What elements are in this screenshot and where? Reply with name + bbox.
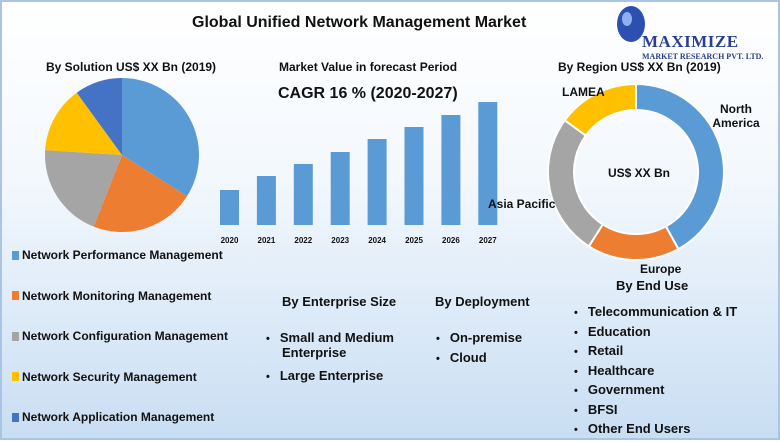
list-item: Small and Medium Enterprise — [266, 330, 416, 368]
logo-name: MAXIMIZE — [642, 32, 739, 51]
x-tick-label: 2023 — [331, 236, 349, 245]
list-item: Healthcare — [574, 363, 737, 383]
x-tick-label: 2020 — [221, 236, 239, 245]
legend-item: Network Monitoring Management — [12, 289, 211, 303]
pie-slice-network-performance-management — [122, 78, 199, 197]
logo: MAXIMIZE MARKET RESEARCH PVT. LTD. — [642, 32, 763, 61]
legend-swatch — [12, 291, 19, 300]
bar-2022 — [293, 164, 313, 225]
pie-slice-network-configuration-management — [45, 150, 123, 227]
x-tick-label: 2022 — [294, 236, 312, 245]
bar-title: Market Value in forecast Period — [279, 60, 458, 74]
solution-title: By Solution US$ XX Bn (2019) — [46, 60, 217, 74]
deployment-list: On-premise Cloud — [436, 330, 522, 369]
legend-label: Network Performance Management — [22, 248, 223, 262]
region-label-europe: Europe — [640, 262, 682, 276]
legend-label: Network Application Management — [22, 410, 215, 424]
list-item: Government — [574, 382, 737, 402]
region-label-asia-pacific: Asia Pacific — [488, 197, 556, 211]
x-tick-label: 2027 — [479, 236, 497, 245]
legend-label: Network Configuration Management — [22, 329, 229, 343]
end-use-title: By End Use — [616, 278, 689, 293]
region-label-north-america: North America — [712, 102, 760, 130]
pie-slice-network-application-management — [76, 78, 122, 155]
donut-center-label: US$ XX Bn — [608, 166, 671, 180]
donut-segment-asia-pacific — [547, 118, 605, 248]
deployment-title: By Deployment — [435, 294, 530, 309]
legend-swatch — [12, 372, 19, 381]
cagr-label: CAGR 16 % (2020-2027) — [278, 85, 458, 102]
region-title: By Region US$ XX Bn (2019) — [558, 60, 721, 74]
legend-item: Network Security Management — [12, 370, 197, 384]
end-use-list: Telecommunication & ITEducationRetailHea… — [574, 304, 737, 441]
bar-2026 — [441, 115, 461, 225]
legend-label: Network Monitoring Management — [22, 288, 212, 303]
x-tick-label: 2021 — [258, 236, 276, 245]
bar-2023 — [330, 152, 350, 225]
list-item: BFSI — [574, 402, 737, 422]
list-item: Cloud — [436, 350, 522, 370]
list-item: On-premise — [436, 330, 522, 350]
legend-swatch — [12, 412, 19, 422]
enterprise-list: Small and Medium Enterprise Large Enterp… — [266, 330, 416, 388]
list-item: Telecommunication & IT — [574, 304, 737, 324]
legend-swatch — [12, 250, 19, 260]
legend-item: Network Configuration Management — [12, 329, 228, 343]
bar-2021 — [256, 176, 276, 225]
region-label-lamea: LAMEA — [562, 85, 605, 99]
page-title: Global Unified Network Management Market — [192, 14, 527, 31]
legend-item: Network Performance Management — [12, 248, 223, 262]
list-item: Large Enterprise — [266, 368, 416, 388]
legend-swatch — [12, 331, 19, 341]
list-item: Retail — [574, 343, 737, 363]
x-tick-label: 2026 — [442, 236, 460, 245]
list-item: Education — [574, 324, 737, 344]
bar-2025 — [404, 127, 424, 225]
enterprise-title: By Enterprise Size — [282, 294, 397, 309]
list-item: Other End Users — [574, 421, 737, 441]
x-tick-label: 2024 — [368, 236, 386, 245]
legend-item: Network Application Management — [12, 410, 214, 424]
bar-2020 — [220, 190, 239, 225]
pie-slice-network-security-management — [45, 92, 122, 155]
donut-segment-europe — [587, 222, 680, 261]
logo-subtitle: MARKET RESEARCH PVT. LTD. — [642, 52, 764, 61]
legend-label: Network Security Management — [22, 369, 197, 384]
pie-slice-network-monitoring-management — [93, 155, 188, 232]
x-tick-label: 2025 — [405, 236, 423, 245]
bar-2024 — [367, 139, 387, 225]
globe-logo-icon — [614, 4, 648, 49]
